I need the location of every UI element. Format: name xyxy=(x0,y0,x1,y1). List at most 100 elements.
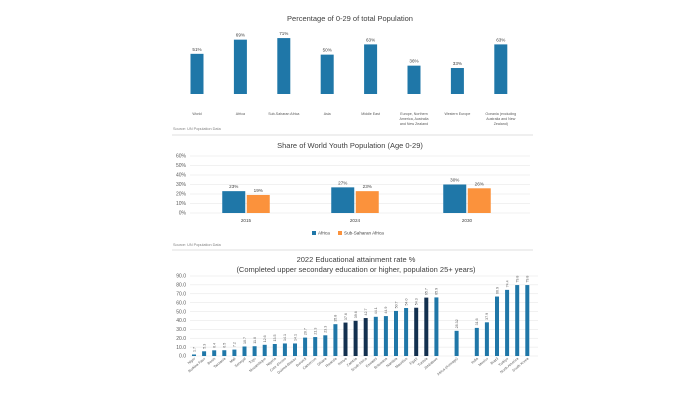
bar-5 xyxy=(242,346,247,356)
bar-value-label: 1.7 xyxy=(192,347,196,352)
bar-africa-2030 xyxy=(443,184,467,213)
category-label: India xyxy=(470,357,479,365)
bar-21 xyxy=(404,308,409,356)
bar-value-label: 35.8 xyxy=(334,315,338,322)
bar-ssa-2030 xyxy=(467,188,491,213)
bar-4 xyxy=(364,44,378,94)
bar-26 xyxy=(454,330,459,356)
category-label: Europe, Northern America, Australia and Ne… xyxy=(400,112,429,126)
y-tick-label: 60% xyxy=(176,154,187,160)
bar-value-label: 74.4 xyxy=(505,280,509,287)
bar-value-label: 28.32 xyxy=(455,319,459,328)
bar-3 xyxy=(320,54,334,94)
bar-value-label: 54.0 xyxy=(404,299,408,306)
bar-value-label: 54.3 xyxy=(415,298,419,305)
bar-value-label: 79.8 xyxy=(516,276,520,283)
y-tick-label: 70.0 xyxy=(176,291,186,297)
bar-30 xyxy=(495,296,499,356)
bar-6 xyxy=(450,68,464,94)
bar-value-label: 37.9 xyxy=(485,313,489,320)
chart1-source: Source: UN Population Data xyxy=(173,127,222,131)
bar-value-label: 5.3 xyxy=(202,344,206,349)
category-label: Senegal xyxy=(234,357,247,369)
category-label: Eswatini xyxy=(365,357,378,369)
bar-16 xyxy=(353,320,358,356)
category-label: 2015 xyxy=(241,218,252,223)
category-label: Ghana xyxy=(317,357,328,367)
bar-value-label: 21.3 xyxy=(314,328,318,335)
bar-23 xyxy=(424,297,429,356)
category-label: Tunisia xyxy=(417,357,428,367)
bar-value-label: 44.1 xyxy=(374,307,378,314)
bar-value-label: 50% xyxy=(323,48,332,53)
bar-value-label: 10.7 xyxy=(243,337,247,344)
bar-4 xyxy=(232,349,237,356)
chart-educational-attainment: 2022 Educational attainment rate % (Comp… xyxy=(176,255,538,376)
y-tick-label: 60.0 xyxy=(176,300,186,306)
category-label: Africa xyxy=(236,112,245,116)
y-tick-label: 0% xyxy=(179,211,187,217)
category-label: Asia xyxy=(324,112,331,116)
chart2-title: Share of World Youth Population (Age 0-2… xyxy=(277,141,423,150)
category-label: Rwanda xyxy=(325,357,338,369)
bar-1 xyxy=(202,351,207,356)
bar-value-label: 26% xyxy=(475,181,484,186)
bar-29 xyxy=(484,322,489,356)
bar-8 xyxy=(272,344,277,356)
bar-0 xyxy=(192,354,196,356)
bar-value-label: 23.3 xyxy=(324,326,328,333)
bar-value-label: 12.6 xyxy=(263,335,267,342)
category-label: Sub-Saharan Africa xyxy=(268,112,299,116)
bar-33 xyxy=(525,285,530,356)
chart2-source: Source: UN Population Data xyxy=(173,243,222,247)
category-label: Middle East xyxy=(361,112,380,116)
bar-value-label: 63% xyxy=(496,37,505,42)
bar-0 xyxy=(190,53,204,94)
bar-12 xyxy=(313,337,318,356)
y-tick-label: 10% xyxy=(176,201,187,207)
category-label: Egypt xyxy=(409,357,419,366)
bar-value-label: 42.7 xyxy=(364,309,368,316)
bar-value-label: 23% xyxy=(229,184,238,189)
bar-value-label: 31.6 xyxy=(475,318,479,325)
category-label: Oceania (excluding Australia and New Zeala… xyxy=(485,112,516,126)
bar-3 xyxy=(222,350,227,356)
bar-value-label: 65.7 xyxy=(425,288,429,295)
bar-1 xyxy=(233,39,247,94)
legend-label-africa: Africa xyxy=(318,231,330,236)
bar-value-label: 50.7 xyxy=(394,301,398,308)
y-tick-label: 30.0 xyxy=(176,327,186,333)
bar-value-label: 71% xyxy=(279,31,288,36)
bar-value-label: 11.0 xyxy=(253,337,257,344)
bar-value-label: 37.6 xyxy=(344,313,348,320)
category-label: Nigeria xyxy=(266,357,277,367)
legend-swatch-ssa xyxy=(338,231,342,235)
legend-swatch-africa xyxy=(312,231,316,235)
bar-value-label: 33% xyxy=(453,61,462,66)
bar-ssa-2015 xyxy=(246,194,270,213)
category-label: Turkiye xyxy=(498,357,510,368)
category-label: Burundi xyxy=(295,357,307,368)
category-label: Mexico xyxy=(478,357,489,367)
y-tick-label: 20% xyxy=(176,192,187,198)
bar-19 xyxy=(383,316,388,356)
y-tick-label: 80.0 xyxy=(176,283,186,289)
bar-value-label: 65.9 xyxy=(435,288,439,295)
category-label: World xyxy=(192,112,201,116)
category-label: Namibia xyxy=(385,357,398,369)
bar-value-label: 7.2 xyxy=(233,342,237,347)
bar-24 xyxy=(434,297,439,356)
bar-africa-2024 xyxy=(331,187,355,213)
bar-value-label: 14.1 xyxy=(283,334,287,341)
category-label: Brazil xyxy=(490,357,500,366)
bar-value-label: 39.6 xyxy=(354,311,358,318)
bar-value-label: 63% xyxy=(366,37,375,42)
legend-label-ssa: Sub-Saharan Africa xyxy=(344,231,384,236)
category-label: Mali xyxy=(229,357,237,364)
bar-value-label: 27% xyxy=(338,180,347,185)
bar-7 xyxy=(262,344,267,356)
bar-ssa-2024 xyxy=(355,191,379,213)
bar-2 xyxy=(277,38,291,94)
bar-15 xyxy=(343,322,348,356)
category-label: 2024 xyxy=(350,218,361,223)
